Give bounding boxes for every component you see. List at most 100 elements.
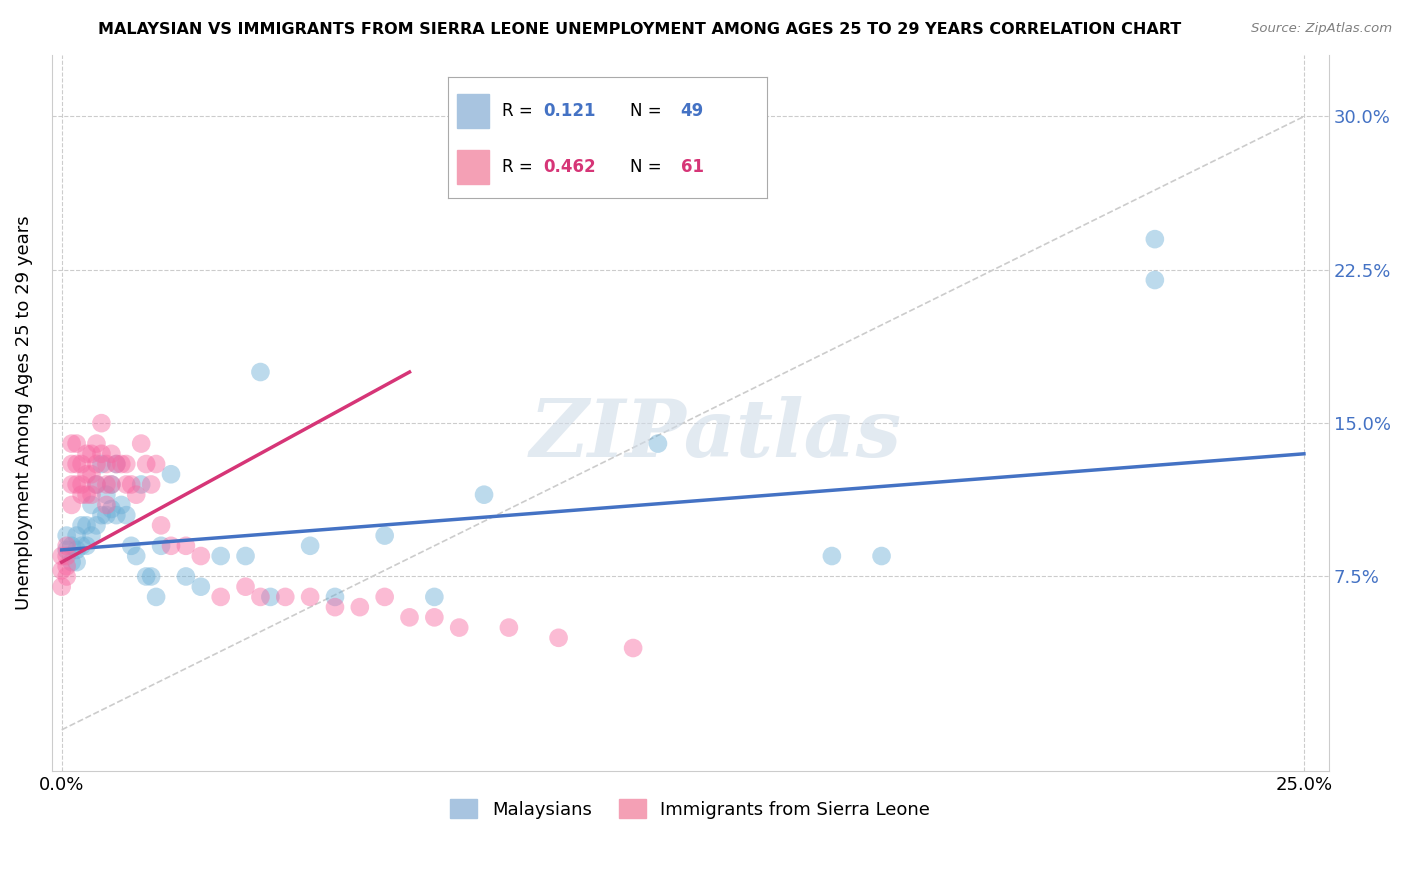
Point	[55, 528, 77, 542]
Point	[76, 488, 98, 502]
Point	[125, 549, 148, 563]
Point	[80, 498, 103, 512]
Point	[274, 590, 297, 604]
Point	[235, 580, 257, 594]
Point	[86, 518, 108, 533]
Point	[621, 640, 644, 655]
Point	[145, 590, 167, 604]
Point	[100, 477, 122, 491]
Point	[90, 416, 112, 430]
Point	[96, 477, 118, 491]
Point	[80, 528, 103, 542]
Point	[115, 457, 138, 471]
Point	[55, 559, 77, 574]
Point	[76, 518, 98, 533]
Point	[96, 498, 118, 512]
Point	[90, 447, 112, 461]
Point	[105, 457, 128, 471]
Point	[150, 539, 173, 553]
Point	[86, 457, 108, 471]
Point	[135, 457, 157, 471]
Point	[60, 436, 83, 450]
Point	[423, 590, 446, 604]
Point	[60, 477, 83, 491]
Point	[86, 477, 108, 491]
Point	[100, 502, 122, 516]
Point	[90, 508, 112, 523]
Point	[65, 542, 87, 557]
Point	[423, 610, 446, 624]
Point	[60, 457, 83, 471]
Point	[870, 549, 893, 563]
Point	[449, 621, 471, 635]
Point	[323, 590, 346, 604]
Point	[76, 539, 98, 553]
Point	[374, 528, 396, 542]
Point	[115, 477, 138, 491]
Point	[70, 477, 93, 491]
Point	[209, 590, 232, 604]
Point	[60, 539, 83, 553]
Text: ZIPatlas: ZIPatlas	[530, 396, 901, 473]
Point	[120, 477, 142, 491]
Point	[65, 436, 87, 450]
Point	[96, 488, 118, 502]
Point	[249, 365, 271, 379]
Point	[60, 498, 83, 512]
Point	[90, 457, 112, 471]
Point	[821, 549, 844, 563]
Y-axis label: Unemployment Among Ages 25 to 29 years: Unemployment Among Ages 25 to 29 years	[15, 216, 32, 610]
Point	[86, 477, 108, 491]
Point	[105, 457, 128, 471]
Point	[235, 549, 257, 563]
Point	[80, 488, 103, 502]
Point	[55, 539, 77, 553]
Point	[299, 539, 322, 553]
Point	[55, 542, 77, 557]
Point	[1143, 232, 1166, 246]
Point	[150, 518, 173, 533]
Point	[209, 549, 232, 563]
Point	[374, 590, 396, 604]
Point	[174, 539, 197, 553]
Point	[190, 580, 212, 594]
Point	[498, 621, 520, 635]
Text: MALAYSIAN VS IMMIGRANTS FROM SIERRA LEONE UNEMPLOYMENT AMONG AGES 25 TO 29 YEARS: MALAYSIAN VS IMMIGRANTS FROM SIERRA LEON…	[98, 22, 1181, 37]
Point	[96, 508, 118, 523]
Point	[76, 467, 98, 482]
Point	[55, 569, 77, 583]
Point	[65, 555, 87, 569]
Text: Source: ZipAtlas.com: Source: ZipAtlas.com	[1251, 22, 1392, 36]
Point	[100, 477, 122, 491]
Point	[398, 610, 420, 624]
Point	[65, 477, 87, 491]
Point	[65, 457, 87, 471]
Point	[51, 580, 73, 594]
Point	[80, 447, 103, 461]
Point	[96, 457, 118, 471]
Point	[160, 539, 183, 553]
Point	[129, 436, 152, 450]
Point	[80, 467, 103, 482]
Point	[51, 563, 73, 577]
Point	[249, 590, 271, 604]
Point	[100, 447, 122, 461]
Point	[174, 569, 197, 583]
Point	[139, 477, 162, 491]
Point	[145, 457, 167, 471]
Point	[60, 555, 83, 569]
Point	[190, 549, 212, 563]
Point	[115, 508, 138, 523]
Point	[76, 447, 98, 461]
Point	[70, 488, 93, 502]
Point	[323, 600, 346, 615]
Point	[547, 631, 569, 645]
Point	[647, 436, 669, 450]
Point	[472, 488, 495, 502]
Point	[120, 539, 142, 553]
Point	[51, 549, 73, 563]
Point	[299, 590, 322, 604]
Point	[1143, 273, 1166, 287]
Point	[125, 488, 148, 502]
Point	[70, 539, 93, 553]
